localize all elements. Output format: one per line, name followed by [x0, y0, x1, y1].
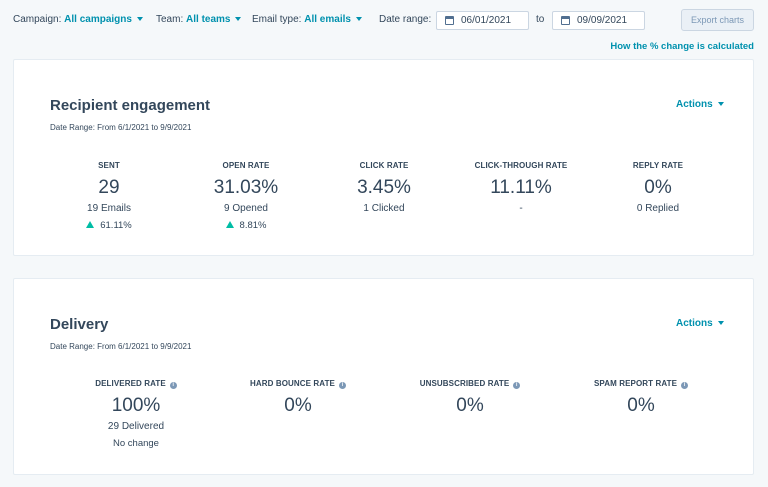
actions-dropdown[interactable]: Actions — [676, 99, 724, 110]
chevron-down-icon — [717, 102, 724, 107]
actions-label: Actions — [676, 318, 713, 329]
stat-value: 31.03% — [213, 177, 279, 198]
stat-value: 0% — [627, 395, 655, 416]
stat-delta: 8.81% — [171, 220, 321, 231]
recipient-engagement-card: Recipient engagement Date Range: From 6/… — [13, 59, 754, 256]
team-filter-label: Team: — [156, 14, 184, 25]
info-icon[interactable]: i — [513, 382, 521, 389]
team-filter[interactable]: Team: All teams — [156, 14, 242, 25]
percent-change-help-link[interactable]: How the % change is calculated — [610, 41, 754, 52]
stat-delta-value: 61.11% — [100, 220, 132, 231]
team-filter-value[interactable]: All teams — [186, 14, 231, 25]
stat-sub: - — [519, 203, 523, 214]
chevron-down-icon[interactable] — [355, 17, 362, 22]
stat-click-rate: CLICK RATE 3.45% 1 Clicked — [309, 161, 459, 216]
export-charts-button[interactable]: Export charts — [681, 9, 754, 31]
stat-label-text: DELIVERED RATE — [95, 379, 166, 388]
stat-open-rate: OPEN RATE 31.03% 9 Opened 8.81% — [171, 161, 321, 231]
calendar-icon — [445, 16, 454, 25]
actions-dropdown[interactable]: Actions — [676, 318, 724, 329]
stat-value: 29 — [98, 177, 120, 198]
stat-click-through-rate: CLICK-THROUGH RATE 11.11% - — [446, 161, 596, 216]
stat-value: 0% — [284, 395, 312, 416]
stat-label: SENT — [98, 161, 120, 170]
stat-delivered-rate: DELIVERED RATE i 100% 29 Delivered No cha… — [61, 379, 211, 449]
date-range-text: Date Range: From 6/1/2021 to 9/9/2021 — [50, 123, 192, 132]
card-title: Delivery — [50, 316, 109, 333]
campaign-filter[interactable]: Campaign: All campaigns — [13, 14, 143, 25]
card-title: Recipient engagement — [50, 97, 211, 114]
trend-up-icon — [86, 221, 95, 228]
stat-delta: No change — [113, 438, 159, 449]
filter-bar: Campaign: All campaigns Team: All teams … — [0, 0, 768, 40]
info-icon[interactable]: i — [339, 382, 346, 389]
stat-unsubscribed-rate: UNSUBSCRIBED RATE i 0% — [395, 379, 545, 418]
stat-delta-value: 8.81% — [239, 220, 267, 231]
start-date-input[interactable]: 06/01/2021 — [436, 11, 529, 30]
stat-label: CLICK-THROUGH RATE — [474, 161, 568, 170]
stat-sub: 0 Replied — [636, 203, 680, 214]
stat-value: 0% — [644, 177, 672, 198]
info-icon[interactable]: i — [169, 382, 177, 389]
campaign-filter-label: Campaign: — [13, 14, 62, 25]
stat-hard-bounce-rate: HARD BOUNCE RATE i 0% — [223, 379, 373, 418]
campaign-filter-value[interactable]: All campaigns — [64, 14, 132, 25]
stat-value: 0% — [456, 395, 484, 416]
trend-up-icon — [225, 221, 234, 228]
actions-label: Actions — [676, 99, 713, 110]
end-date-value: 09/09/2021 — [577, 15, 628, 26]
email-type-filter[interactable]: Email type: All emails — [252, 14, 362, 25]
info-icon[interactable]: i — [681, 382, 689, 389]
stat-label: REPLY RATE — [632, 161, 684, 170]
stat-label: CLICK RATE — [359, 161, 409, 170]
stat-label: DELIVERED RATE i — [61, 379, 211, 391]
stat-sub: 29 Delivered — [107, 421, 165, 432]
email-type-filter-value[interactable]: All emails — [304, 14, 351, 25]
stat-label: HARD BOUNCE RATE i — [223, 379, 373, 391]
stat-reply-rate: REPLY RATE 0% 0 Replied — [583, 161, 733, 216]
stat-label-text: HARD BOUNCE RATE — [249, 379, 335, 388]
stat-label-text: UNSUBSCRIBED RATE — [419, 379, 510, 388]
date-range-to-label: to — [536, 14, 545, 25]
stat-sub: 1 Clicked — [363, 203, 405, 214]
stat-sub: 9 Opened — [224, 203, 268, 214]
chevron-down-icon[interactable] — [136, 17, 143, 22]
email-type-filter-label: Email type: — [252, 14, 302, 25]
end-date-input[interactable]: 09/09/2021 — [552, 11, 645, 30]
stat-sub: 19 Emails — [87, 203, 131, 214]
delivery-card: Delivery Date Range: From 6/1/2021 to 9/… — [13, 278, 754, 475]
stat-label: UNSUBSCRIBED RATE i — [395, 379, 545, 391]
calendar-icon — [561, 16, 570, 25]
stat-label: SPAM REPORT RATE i — [566, 379, 716, 391]
stat-value: 100% — [111, 395, 161, 416]
stat-value: 11.11% — [490, 177, 552, 198]
stat-sent: SENT 29 19 Emails 61.11% — [34, 161, 184, 231]
date-range-label: Date range: — [379, 14, 432, 25]
stat-spam-report-rate: SPAM REPORT RATE i 0% — [566, 379, 716, 418]
stat-label: OPEN RATE — [222, 161, 270, 170]
date-range-text: Date Range: From 6/1/2021 to 9/9/2021 — [50, 342, 192, 351]
chevron-down-icon[interactable] — [235, 17, 242, 22]
stat-value: 3.45% — [357, 177, 411, 198]
chevron-down-icon — [717, 321, 724, 326]
stat-label-text: SPAM REPORT RATE — [593, 379, 678, 388]
start-date-value: 06/01/2021 — [461, 15, 512, 26]
stat-delta: 61.11% — [34, 220, 184, 231]
